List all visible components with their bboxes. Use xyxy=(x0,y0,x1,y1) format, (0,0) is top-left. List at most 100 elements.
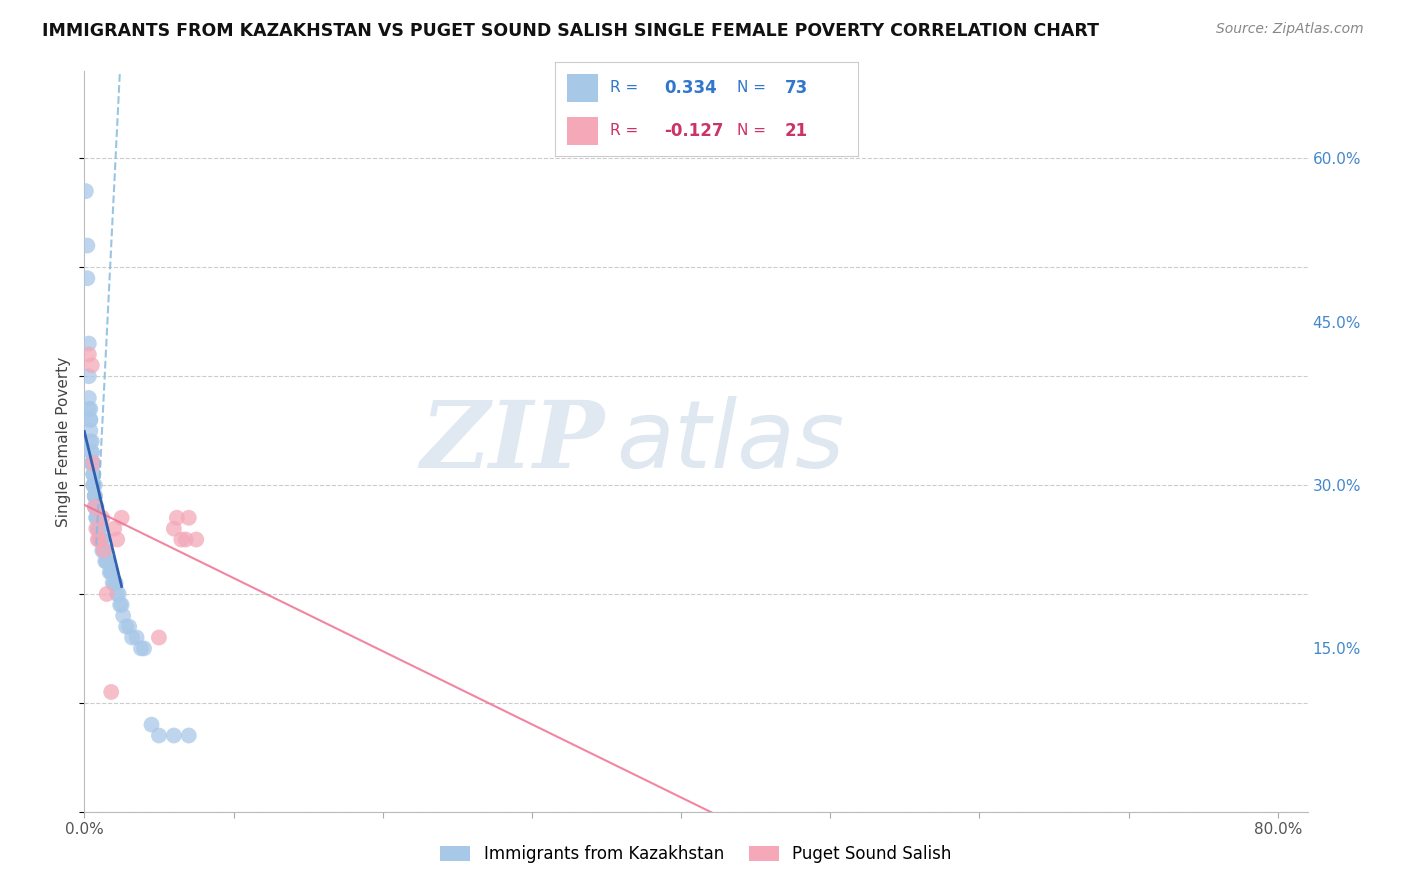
Point xyxy=(100,565,122,579)
Point xyxy=(80,445,103,459)
Point xyxy=(77,336,100,351)
Point xyxy=(108,598,131,612)
Point xyxy=(98,565,121,579)
Point xyxy=(166,510,188,524)
Point xyxy=(83,500,105,514)
Point xyxy=(121,631,143,645)
Point xyxy=(96,554,118,568)
Point xyxy=(105,587,128,601)
Point xyxy=(100,685,122,699)
Point xyxy=(103,576,125,591)
Text: IMMIGRANTS FROM KAZAKHSTAN VS PUGET SOUND SALISH SINGLE FEMALE POVERTY CORRELATI: IMMIGRANTS FROM KAZAKHSTAN VS PUGET SOUN… xyxy=(42,22,1099,40)
Point xyxy=(111,510,134,524)
Text: N =: N = xyxy=(737,80,766,95)
Point xyxy=(76,271,98,285)
Point xyxy=(89,522,111,536)
Point xyxy=(103,522,125,536)
Point xyxy=(93,543,115,558)
Point xyxy=(93,543,115,558)
Text: R =: R = xyxy=(610,80,638,95)
Point xyxy=(87,522,110,536)
Point xyxy=(83,478,105,492)
Point xyxy=(107,587,129,601)
Text: atlas: atlas xyxy=(616,396,845,487)
Point xyxy=(77,369,100,384)
Point xyxy=(79,424,101,438)
Point xyxy=(79,401,101,416)
Point xyxy=(148,631,170,645)
Point xyxy=(141,717,163,731)
Point xyxy=(82,478,104,492)
Point xyxy=(82,456,104,470)
Point xyxy=(87,510,110,524)
Point xyxy=(132,641,155,656)
Point xyxy=(94,554,117,568)
Point xyxy=(87,510,110,524)
Point xyxy=(91,533,114,547)
Text: R =: R = xyxy=(610,123,638,138)
Text: N =: N = xyxy=(737,123,766,138)
Point xyxy=(82,456,104,470)
Point xyxy=(83,489,105,503)
Bar xyxy=(568,117,598,145)
Point xyxy=(111,598,134,612)
Point xyxy=(91,510,114,524)
Text: Source: ZipAtlas.com: Source: ZipAtlas.com xyxy=(1216,22,1364,37)
Point xyxy=(79,413,101,427)
Point xyxy=(177,729,200,743)
Point xyxy=(80,434,103,449)
Point xyxy=(90,533,112,547)
Text: 0.334: 0.334 xyxy=(664,78,717,96)
Bar xyxy=(568,74,598,102)
Point xyxy=(79,434,101,449)
Point xyxy=(96,554,118,568)
Point xyxy=(83,489,105,503)
Point xyxy=(89,533,111,547)
Point xyxy=(129,641,152,656)
Text: ZIP: ZIP xyxy=(420,397,605,486)
Point xyxy=(84,510,107,524)
Point xyxy=(89,522,111,536)
Point xyxy=(118,619,141,633)
Point xyxy=(115,619,138,633)
Point xyxy=(170,533,193,547)
Point xyxy=(163,729,186,743)
Point xyxy=(89,522,111,536)
Point xyxy=(75,184,97,198)
Text: -0.127: -0.127 xyxy=(664,122,724,140)
Point xyxy=(79,413,101,427)
Point xyxy=(105,533,128,547)
Point xyxy=(82,467,104,482)
Point xyxy=(186,533,208,547)
Point xyxy=(163,522,186,536)
Point xyxy=(84,500,107,514)
Point xyxy=(104,576,127,591)
Point xyxy=(177,510,200,524)
Point xyxy=(96,587,118,601)
Point xyxy=(77,347,100,361)
Point xyxy=(91,533,114,547)
Text: 21: 21 xyxy=(785,122,808,140)
Point xyxy=(80,456,103,470)
Point xyxy=(76,238,98,252)
Point xyxy=(84,510,107,524)
Point xyxy=(77,401,100,416)
Point xyxy=(90,533,112,547)
Point xyxy=(80,445,103,459)
Point xyxy=(93,543,115,558)
Point xyxy=(87,533,110,547)
Point xyxy=(101,576,124,591)
Point xyxy=(90,533,112,547)
Point xyxy=(82,478,104,492)
Legend: Immigrants from Kazakhstan, Puget Sound Salish: Immigrants from Kazakhstan, Puget Sound … xyxy=(433,838,959,870)
Point xyxy=(77,391,100,405)
Point xyxy=(148,729,170,743)
Point xyxy=(97,554,120,568)
Point xyxy=(80,359,103,373)
Point xyxy=(83,489,105,503)
Point xyxy=(91,543,114,558)
Point xyxy=(84,522,107,536)
Point xyxy=(100,565,122,579)
Point xyxy=(89,533,111,547)
Y-axis label: Single Female Poverty: Single Female Poverty xyxy=(56,357,72,526)
